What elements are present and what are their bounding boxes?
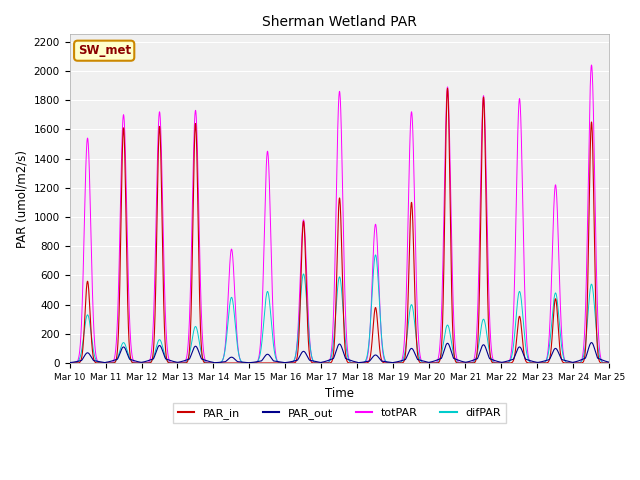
Y-axis label: PAR (umol/m2/s): PAR (umol/m2/s) <box>15 150 28 248</box>
Text: SW_met: SW_met <box>77 44 131 57</box>
Legend: PAR_in, PAR_out, totPAR, difPAR: PAR_in, PAR_out, totPAR, difPAR <box>173 403 506 423</box>
X-axis label: Time: Time <box>325 387 354 400</box>
Title: Sherman Wetland PAR: Sherman Wetland PAR <box>262 15 417 29</box>
